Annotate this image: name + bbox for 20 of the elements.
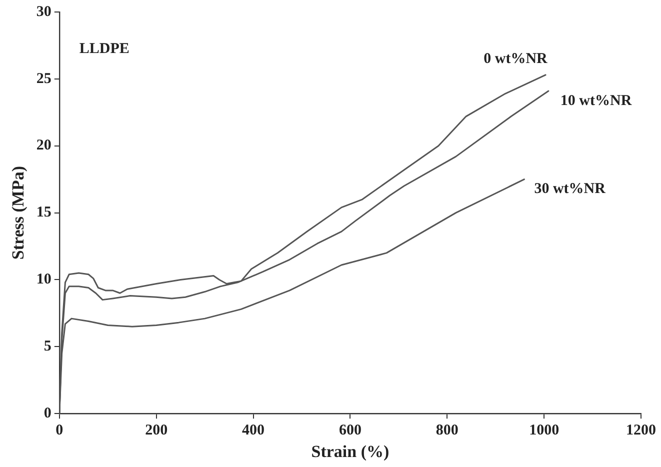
x-tick-label: 1000 — [529, 422, 560, 438]
x-tick-label: 400 — [242, 422, 265, 438]
annotation: LLDPE — [79, 40, 130, 57]
x-tick-label: 200 — [145, 422, 168, 438]
series-label: 10 wt%NR — [560, 92, 632, 109]
y-tick-label: 15 — [36, 204, 52, 221]
x-axis-title: Strain (%) — [311, 442, 390, 462]
series-label: 0 wt%NR — [484, 50, 548, 67]
y-tick-label: 0 — [44, 405, 52, 422]
y-tick-label: 5 — [44, 338, 52, 355]
y-tick-label: 10 — [36, 272, 52, 288]
series-label: 30 wt%NR — [534, 181, 606, 198]
y-tick-label: 20 — [36, 138, 52, 154]
x-tick-label: 600 — [338, 422, 362, 438]
y-tick-label: 25 — [36, 70, 52, 87]
y-tick-label: 30 — [36, 4, 52, 20]
x-tick-label: 800 — [436, 422, 458, 438]
x-tick-label: 0 — [56, 422, 64, 438]
y-axis-title: Stress (MPa) — [8, 166, 28, 260]
x-tick-label: 1200 — [626, 422, 656, 438]
